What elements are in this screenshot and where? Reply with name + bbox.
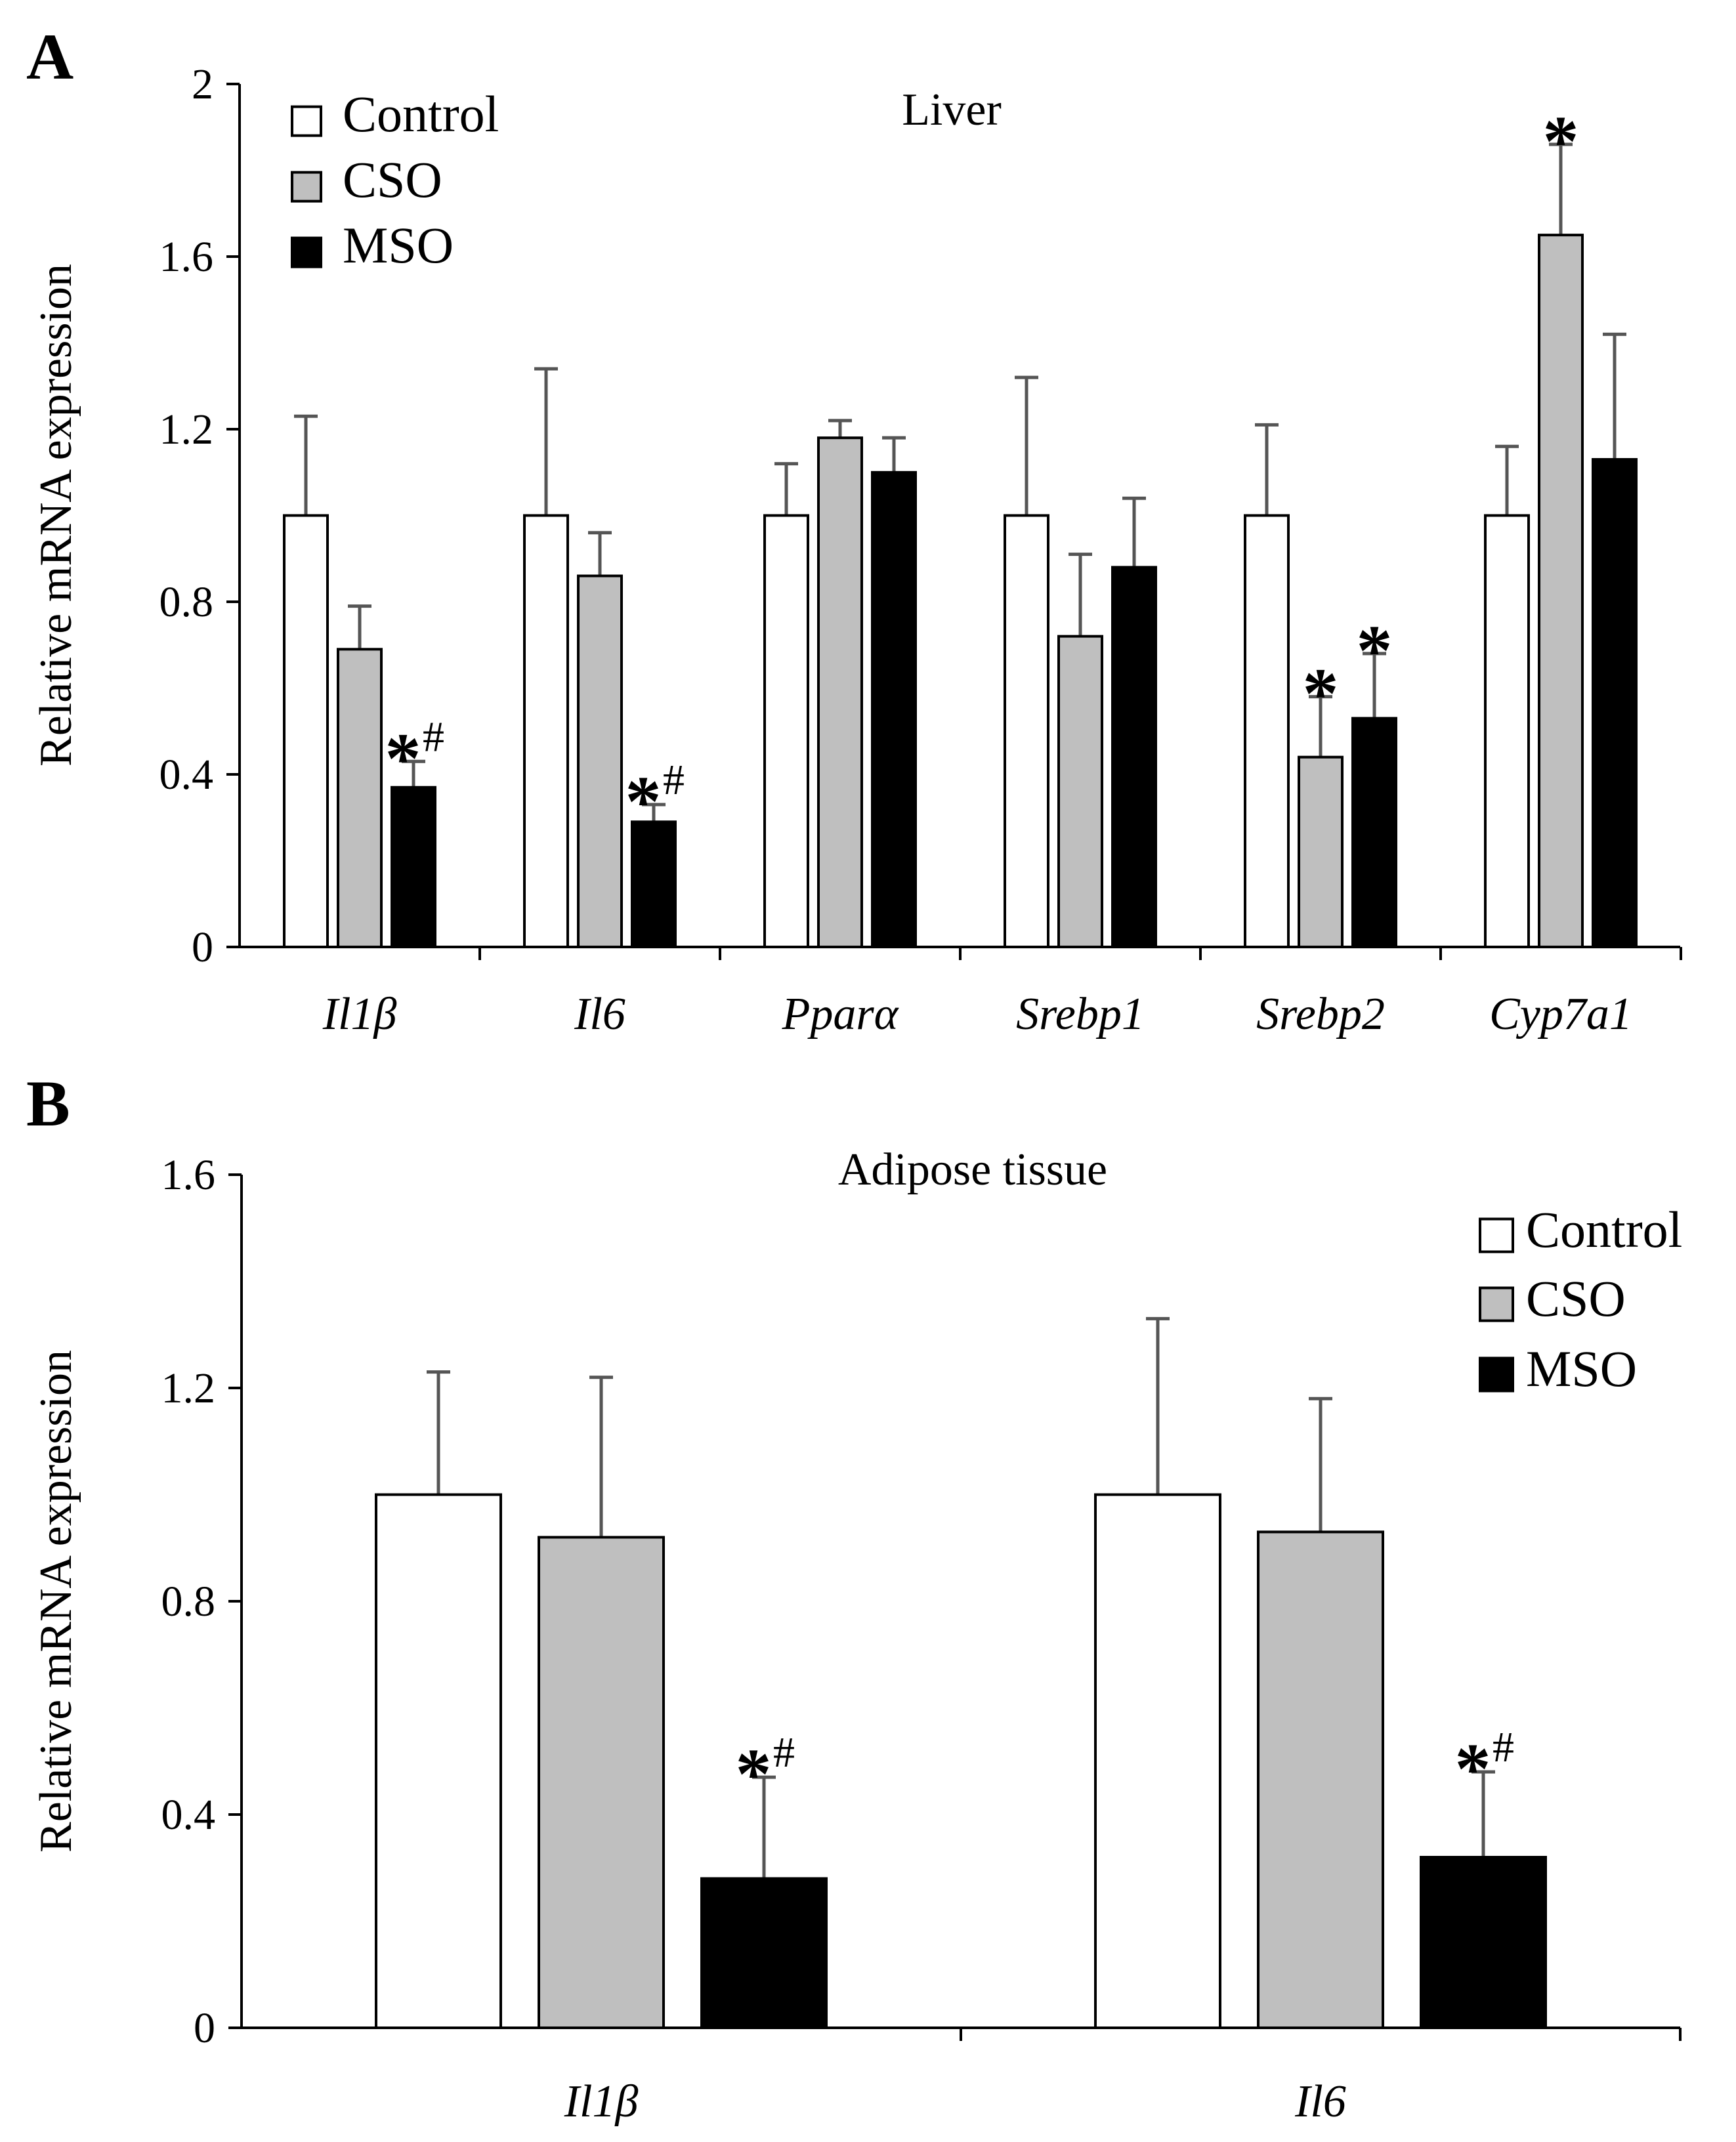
significance-hash: # — [1493, 1723, 1514, 1771]
significance-star: * — [1303, 654, 1339, 734]
bar-mso — [391, 786, 436, 948]
bar-cso — [1298, 755, 1344, 948]
bar-mso — [631, 820, 677, 948]
legend-swatch-cso — [291, 171, 322, 203]
x-category-label: Il6 — [1294, 2076, 1346, 2127]
y-tick-label: 0.8 — [161, 1578, 216, 1626]
bar-cso — [577, 574, 623, 948]
y-tick-label: 2 — [192, 60, 213, 108]
bar-control — [763, 514, 809, 948]
y-axis-label: Relative mRNA expression — [31, 1350, 81, 1853]
significance-star: * — [1455, 1729, 1491, 1809]
bar-cso — [1538, 234, 1584, 948]
legend-label: MSO — [343, 217, 454, 274]
legend-label: Control — [1526, 1201, 1682, 1258]
y-tick-label: 0.8 — [159, 578, 214, 626]
x-category-label: Il1β — [322, 989, 397, 1040]
x-category-label: Il6 — [574, 989, 625, 1040]
y-tick-label: 0 — [194, 2004, 215, 2052]
y-tick-label: 1.2 — [161, 1364, 216, 1412]
legend-swatch-cso — [1479, 1286, 1514, 1322]
y-axis-label: Relative mRNA expression — [31, 264, 81, 766]
x-category-label: Srebp1 — [1016, 989, 1145, 1040]
bar-cso — [1057, 635, 1103, 948]
x-category-label: Pparα — [782, 989, 899, 1040]
legend-label: CSO — [1526, 1270, 1626, 1327]
bar-mso — [700, 1877, 828, 2029]
panel-b-adipose-chart: B Adipose tissue Relative mRNA expression 0… — [26, 1067, 1682, 2127]
chart-title: Adipose tissue — [838, 1144, 1107, 1195]
y-tick-label: 1.6 — [159, 233, 214, 281]
bar-mso — [1592, 458, 1638, 948]
bar-cso — [538, 1536, 665, 2029]
panel-a-liver-chart: A Liver Relative mRNA expression 0 0.4 0.8 1.2… — [26, 20, 1682, 1040]
x-category-label: Il1β — [564, 2076, 639, 2127]
bar-mso — [1420, 1856, 1547, 2029]
significance-star: * — [736, 1734, 772, 1814]
legend-swatch-mso — [1479, 1356, 1514, 1393]
bar-control — [375, 1493, 502, 2029]
significance-hash: # — [423, 713, 444, 761]
legend-label: Control — [343, 85, 499, 142]
chart-title: Liver — [902, 85, 1002, 135]
panel-label: B — [26, 1067, 70, 1140]
legend-swatch-mso — [291, 236, 322, 268]
significance-hash: # — [773, 1729, 795, 1776]
legend-label: CSO — [343, 151, 442, 208]
bar-control — [1004, 514, 1049, 948]
bar-control — [523, 514, 569, 948]
legend-swatch-control — [1479, 1217, 1514, 1253]
y-tick-label: 0 — [192, 923, 213, 971]
y-tick-label: 1.2 — [159, 406, 214, 453]
bar-control — [1094, 1493, 1221, 2029]
legend-swatch-control — [291, 105, 322, 137]
y-tick-label: 1.6 — [161, 1151, 216, 1199]
x-category-label: Srebp2 — [1256, 989, 1385, 1040]
y-tick-label: 0.4 — [161, 1791, 216, 1839]
bar-control — [1484, 514, 1530, 948]
x-category-label: Cyp7a1 — [1489, 989, 1632, 1040]
bar-cso — [1257, 1530, 1384, 2029]
bar-mso — [871, 471, 917, 948]
bar-mso — [1111, 566, 1157, 948]
bar-mso — [1351, 717, 1397, 949]
bar-control — [283, 514, 329, 948]
bar-cso — [817, 436, 863, 948]
significance-star: * — [1543, 101, 1579, 181]
significance-hash: # — [663, 756, 685, 804]
panel-label: A — [26, 20, 74, 93]
significance-star: * — [1357, 610, 1393, 690]
legend: Control CSO MSO — [1479, 1201, 1682, 1397]
significance-star: * — [385, 718, 421, 798]
significance-star: * — [625, 761, 662, 841]
legend: Control CSO MSO — [291, 85, 499, 274]
bar-control — [1244, 514, 1290, 948]
legend-label: MSO — [1526, 1340, 1637, 1397]
bar-cso — [337, 648, 383, 948]
y-tick-label: 0.4 — [159, 751, 214, 799]
